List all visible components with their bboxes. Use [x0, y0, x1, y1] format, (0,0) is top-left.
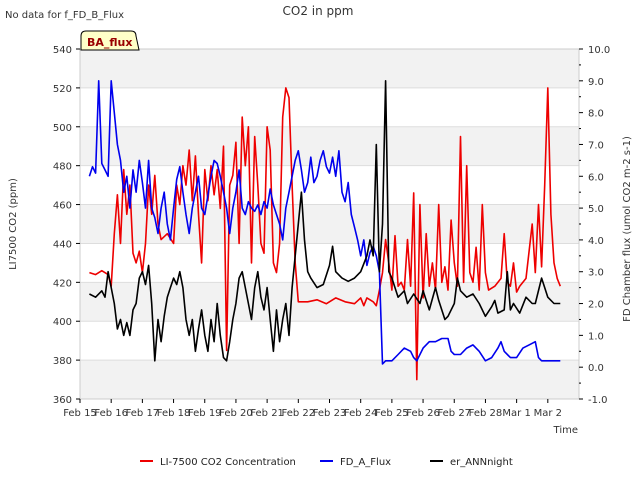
x-tick-label: Feb 28 — [469, 408, 503, 419]
y-right-tick-label: 10.0 — [588, 45, 610, 56]
x-tick-label: Feb 21 — [250, 408, 284, 419]
x-tick-label: Feb 23 — [313, 408, 347, 419]
y-left-tick-label: 520 — [53, 84, 72, 95]
y-right-tick-label: 8.0 — [588, 109, 604, 120]
y-left-tick-label: 540 — [53, 45, 72, 56]
y-left-tick-label: 440 — [53, 239, 72, 250]
y-right-tick-label: 9.0 — [588, 77, 604, 88]
x-tick-label: Feb 16 — [94, 408, 128, 419]
x-tick-label: Feb 26 — [406, 408, 440, 419]
x-tick-label: Feb 19 — [188, 408, 222, 419]
y-left-tick-label: 400 — [53, 317, 72, 328]
x-tick-label: Feb 17 — [126, 408, 160, 419]
y-right-tick-label: 7.0 — [588, 140, 604, 151]
y-right-tick-label: 4.0 — [588, 236, 604, 247]
y-right-tick-label: 0.0 — [588, 363, 604, 374]
x-tick-label: Mar 2 — [534, 408, 562, 419]
y-right-tick-label: 3.0 — [588, 268, 604, 279]
grid-band — [80, 360, 579, 399]
y-left-tick-label: 500 — [53, 123, 72, 134]
chart-title: CO2 in ppm — [283, 4, 354, 18]
ba-flux-label: BA_flux — [87, 36, 132, 49]
legend-label: FD_A_Flux — [340, 457, 391, 468]
y-axis-left-label: LI7500 CO2 (ppm) — [8, 178, 19, 270]
x-tick-label: Feb 22 — [282, 408, 316, 419]
x-tick-label: Feb 25 — [375, 408, 409, 419]
y-axis-right-label: FD Chamber flux (umol CO2 m-2 s-1) — [622, 136, 633, 322]
series-line-fd-a-flux — [88, 80, 561, 365]
x-tick-label: Feb 20 — [219, 408, 253, 419]
y-right-tick-label: 1.0 — [588, 331, 604, 342]
x-tick-label: Feb 24 — [344, 408, 378, 419]
x-axis-label: Time — [553, 425, 578, 436]
y-right-tick-label: 2.0 — [588, 300, 604, 311]
legend: LI-7500 CO2 Concentration FD_A_Flux er_ANN… — [140, 457, 513, 468]
grid-band — [80, 49, 579, 88]
y-left-tick-label: 360 — [53, 395, 72, 406]
y-left-tick-label: 380 — [53, 356, 72, 367]
legend-label: LI-7500 CO2 Concentration — [160, 457, 296, 468]
y-left-tick-label: 480 — [53, 162, 72, 173]
y-left-tick-label: 420 — [53, 278, 72, 289]
y-left-tick-label: 460 — [53, 201, 72, 212]
x-tick-label: Feb 27 — [437, 408, 471, 419]
legend-label: er_ANNnight — [450, 457, 513, 468]
x-tick-label: Feb 15 — [63, 408, 97, 419]
y-right-tick-label: 5.0 — [588, 204, 604, 215]
y-right-tick-label: -1.0 — [588, 395, 608, 406]
x-tick-label: Feb 18 — [157, 408, 191, 419]
series-line-er-annnight — [89, 80, 561, 362]
x-tick-label: Mar 1 — [502, 408, 530, 419]
y-right-tick-label: 6.0 — [588, 172, 604, 183]
grid-band — [80, 126, 579, 166]
ba-flux-badge: BA_flux — [80, 30, 140, 51]
no-data-note: No data for f_FD_B_Flux — [5, 10, 124, 21]
